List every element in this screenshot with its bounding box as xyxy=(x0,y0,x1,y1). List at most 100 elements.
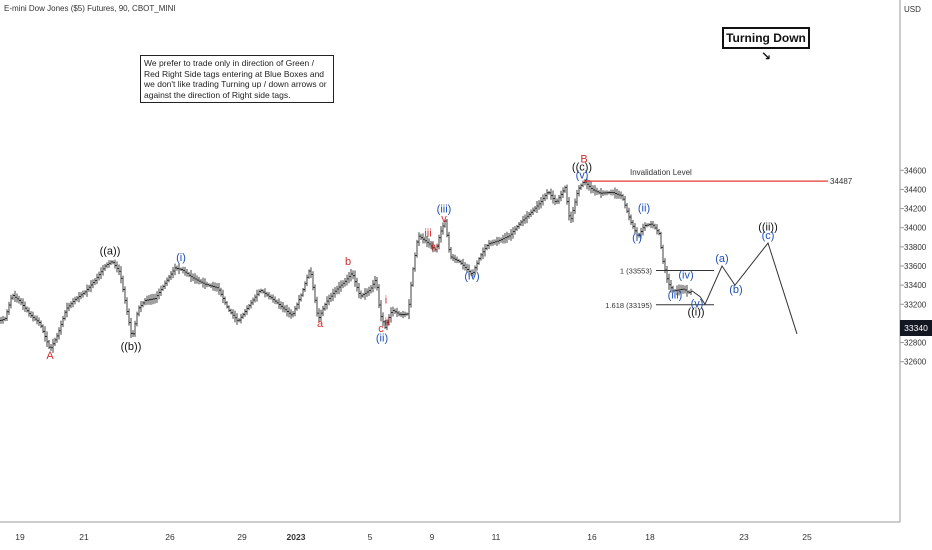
price-bar xyxy=(408,299,410,320)
wave-label: (b) xyxy=(729,284,742,296)
price-bar xyxy=(384,320,386,329)
price-bar xyxy=(110,260,112,266)
price-bar xyxy=(16,293,18,303)
price-bar xyxy=(672,285,674,293)
price-bar xyxy=(682,284,684,294)
price-bar xyxy=(192,273,194,282)
price-bar xyxy=(380,300,382,322)
price-bar xyxy=(246,305,248,315)
price-bar xyxy=(570,211,572,224)
price-bar xyxy=(38,317,40,326)
price-bar xyxy=(444,219,446,228)
wave-label: ((a)) xyxy=(100,246,121,258)
price-bar xyxy=(358,283,360,299)
wave-label: (c) xyxy=(762,230,775,242)
price-bar xyxy=(72,298,74,308)
price-bar xyxy=(508,232,510,240)
price-bar xyxy=(436,243,438,253)
wave-label: (v) xyxy=(576,169,589,181)
price-bar xyxy=(564,185,566,193)
price-bar xyxy=(686,284,688,297)
price-bar xyxy=(104,264,106,271)
price-bar xyxy=(644,222,646,232)
price-bar xyxy=(78,292,80,303)
price-bar xyxy=(402,310,404,319)
price-bar xyxy=(46,331,48,347)
price-bar xyxy=(418,232,420,247)
y-tick-label: 34400 xyxy=(904,185,927,194)
price-bar xyxy=(188,271,190,277)
price-bar xyxy=(12,293,14,300)
price-bar xyxy=(212,281,214,291)
price-bar xyxy=(312,271,314,291)
price-bar xyxy=(24,301,26,313)
price-bar xyxy=(666,266,668,283)
price-bar xyxy=(340,280,342,292)
price-bars xyxy=(0,177,692,353)
x-tick-label: 11 xyxy=(492,532,501,542)
trend-down-arrow-icon: ↘ xyxy=(760,49,772,63)
price-bar xyxy=(490,240,492,247)
price-bar xyxy=(220,287,222,297)
price-bar xyxy=(102,264,104,276)
price-bar xyxy=(166,277,168,287)
price-bar xyxy=(498,237,500,245)
price-bar xyxy=(90,280,92,293)
price-bar xyxy=(154,293,156,304)
price-bar xyxy=(206,281,208,288)
price-bar xyxy=(430,241,432,249)
price-bar xyxy=(598,190,600,195)
price-bar xyxy=(242,312,244,319)
price-bar xyxy=(480,252,482,261)
price-bar xyxy=(688,290,690,294)
x-tick-label: 25 xyxy=(802,532,812,542)
price-bar xyxy=(332,288,334,302)
price-bar xyxy=(540,196,542,209)
price-bar xyxy=(222,289,224,304)
price-bar xyxy=(354,270,356,287)
price-bar xyxy=(620,191,622,200)
price-bar xyxy=(226,301,228,309)
wave-label: iii xyxy=(424,227,431,239)
wave-label: ii xyxy=(385,316,390,328)
price-bar xyxy=(586,177,588,190)
price-bar xyxy=(634,223,636,235)
price-bar xyxy=(684,285,686,294)
price-bar xyxy=(44,326,46,342)
y-tick-label: 32800 xyxy=(904,339,927,348)
price-bar xyxy=(646,223,648,228)
price-bar xyxy=(96,273,98,285)
price-bar xyxy=(608,190,610,195)
price-bar xyxy=(680,284,682,295)
price-bar xyxy=(282,302,284,313)
currency-label: USD xyxy=(904,5,921,14)
price-bar xyxy=(280,301,282,310)
wave-label: ((i)) xyxy=(687,306,704,318)
wave-label: A xyxy=(46,350,54,362)
price-bar xyxy=(468,264,470,277)
price-bar xyxy=(302,287,304,297)
price-bar xyxy=(124,286,126,304)
price-bar xyxy=(554,194,556,206)
price-bar xyxy=(616,188,618,199)
price-bar xyxy=(130,317,132,338)
price-bar xyxy=(352,270,354,280)
price-bar xyxy=(256,289,258,302)
price-bar xyxy=(240,313,242,324)
wave-labels: A((a))((b))(i)abiiic(ii)iiiiv(iii)v(iv)B… xyxy=(46,154,777,362)
price-bar xyxy=(388,314,390,326)
price-bar xyxy=(342,280,344,289)
price-bar xyxy=(264,288,266,298)
price-bar xyxy=(158,288,160,300)
price-bar xyxy=(650,220,652,228)
price-bar xyxy=(638,232,640,238)
price-bar xyxy=(144,297,146,306)
price-bar xyxy=(4,316,6,322)
price-bar xyxy=(516,224,518,231)
price-bar xyxy=(446,218,448,238)
price-bar xyxy=(334,287,336,298)
price-bar xyxy=(522,215,524,227)
price-bar xyxy=(64,310,66,321)
price-bar xyxy=(164,280,166,289)
